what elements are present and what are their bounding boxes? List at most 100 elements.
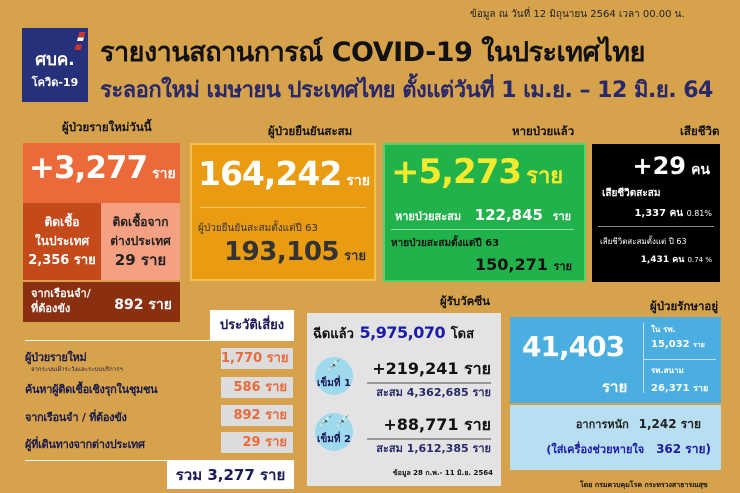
imported-label-2: ต่างประเทศ [110, 234, 171, 248]
dose2-cum: สะสม 1,612,385 ราย [376, 442, 491, 455]
recovered-value: +5,273 [391, 152, 522, 192]
imported-card: ติดเชื้อจาก ต่างประเทศ 29 ราย [101, 203, 180, 280]
severe-card: อาการหนัก 1,242 ราย (ใส่เครื่องช่วยหายใจ… [510, 405, 721, 470]
vaccine-injected-unit: โดส [450, 327, 475, 342]
field-hospital-unit: ราย [693, 384, 709, 394]
imported-unit: ราย [140, 251, 167, 269]
page-title: รายงานสถานการณ์ COVID-19 ในประเทศไทย [100, 37, 645, 68]
ventilator-label: (ใส่เครื่องช่วยหายใจ [546, 443, 645, 456]
prison-unit: ราย [148, 297, 172, 313]
imported-value: 29 [114, 251, 136, 269]
risk-row-label: ผู้ป่วยรายใหม่ [25, 351, 87, 364]
risk-row-value: 892 ราย [221, 405, 293, 426]
confirmed-card: 164,242 ราย ผู้ป่วยยืนยันสะสมตั้งแต่ปี 6… [190, 143, 376, 281]
new-cases-value: +3,277 [29, 150, 148, 186]
prison-label-2: ที่ต้องขัง [31, 302, 71, 315]
risk-total: รวม 3,277 ราย [167, 461, 294, 489]
risk-row: ผู้ที่เดินทางจากต่างประเทศ 29 ราย [25, 432, 293, 454]
page-subtitle: ระลอกใหม่ เมษายน ประเทศไทย ตั้งแต่วันที่… [100, 78, 713, 103]
field-hospital-label: รพ.สนาม [651, 366, 684, 375]
recovered-cum-unit: ราย [552, 210, 572, 223]
risk-row-value: 586 ราย [221, 377, 293, 398]
deaths-cum-pct: 0.81% [686, 209, 712, 218]
data-date: ข้อมูล ณ วันที่ 12 มิถุนายน 2564 เวลา 00… [470, 9, 685, 20]
domestic-unit: ราย [73, 253, 96, 268]
confirmed-since-label: ผู้ป่วยยืนยันสะสมตั้งแต่ปี 63 [198, 223, 318, 234]
dose2-new: +88,771 ราย [367, 413, 491, 440]
prison-value: 892 [114, 297, 144, 313]
logo: ศบค. โควิด-19 [22, 28, 88, 102]
recovered-cum-label: หายป่วยสะสม [395, 210, 462, 223]
vaccine-injected-value: 5,975,070 [359, 323, 446, 342]
deaths-card: +29 คน เสียชีวิตสะสม 1,337 คน 0.81% เสีย… [592, 144, 720, 282]
hospital-unit: ราย [693, 341, 705, 349]
divider [391, 229, 574, 230]
risk-row-value: 1,770 ราย [221, 348, 293, 369]
deaths-cum-value: 1,337 คน [634, 208, 684, 219]
imported-label: ติดเชื้อจาก [112, 215, 169, 229]
divider [644, 359, 716, 360]
recovered-since-value: 150,271 [475, 255, 548, 274]
confirmed-value: 164,242 [198, 154, 342, 193]
recovered-since-unit: ราย [553, 260, 572, 273]
risk-row-value: 29 ราย [221, 432, 293, 453]
risk-row: ค้นหาผู้ติดเชื้อเชิงรุกในชุมชน 586 ราย [25, 377, 293, 399]
deaths-heading: เสียชีวิต [680, 124, 720, 138]
vaccine-card: ฉีดแล้ว 5,975,070 โดส 💉 เข็มที่ 1 +219,24… [307, 313, 501, 486]
divider [598, 226, 714, 227]
syringes-icon: 💉💉 [317, 415, 351, 430]
recovered-card: +5,273 ราย หายป่วยสะสม 122,845 ราย หายป่… [383, 143, 586, 282]
domestic-value: 2,356 [28, 253, 70, 268]
logo-abbr: ศบค. [35, 50, 75, 70]
dose1-label: เข็มที่ 1 [317, 378, 351, 389]
logo-name: โควิด-19 [31, 76, 79, 89]
new-cases-card: +3,277 ราย [23, 143, 180, 203]
new-cases-heading: ผู้ป่วยรายใหม่วันนี้ [62, 120, 152, 134]
hospitalized-card: 41,403 ราย ใน รพ. 15,032 ราย รพ.สนาม 26,… [510, 317, 721, 403]
syringe-icon: 💉 [325, 359, 343, 374]
deaths-cum-label: เสียชีวิตสะสม [602, 188, 661, 199]
deaths-unit: คน [691, 162, 710, 178]
recovered-since-label: หายป่วยสะสมตั้งแต่ปี 63 [391, 238, 500, 249]
deaths-since-pct: 0.74 % [687, 256, 712, 264]
risk-row: จากเรือนจำ / ที่ต้องขัง 892 ราย [25, 405, 293, 427]
divider [643, 323, 644, 393]
ventilator-value: 362 ราย) [656, 442, 711, 456]
domestic-label-2: ในประเทศ [34, 234, 90, 248]
dose1-cum: สะสม 4,362,685 ราย [376, 386, 491, 399]
confirmed-unit: ราย [346, 173, 370, 189]
prison-label: จากเรือนจำ/ [31, 287, 91, 300]
dose1-new: +219,241 ราย [367, 357, 491, 384]
divider [200, 207, 366, 208]
vaccine-note: ข้อมูล 28 ก.พ.- 11 มิ.ย. 2564 [392, 469, 493, 477]
hospitalized-value: 41,403 [522, 330, 625, 363]
hospital-value: 15,032 [651, 339, 690, 350]
severe-value: 1,242 ราย [638, 417, 701, 431]
risk-row-label: ค้นหาผู้ติดเชื้อเชิงรุกในชุมชน [25, 383, 158, 396]
dose1-badge: 💉 เข็มที่ 1 [315, 357, 353, 395]
new-cases-unit: ราย [152, 166, 176, 182]
field-hospital-value: 26,371 [651, 383, 690, 394]
hospitalized-unit: ราย [602, 378, 628, 396]
risk-row-label: ผู้ที่เดินทางจากต่างประเทศ [25, 438, 145, 451]
deaths-value: +29 [632, 152, 686, 180]
confirmed-since-value: 193,105 [224, 237, 339, 267]
divider [25, 340, 294, 341]
risk-row-label: จากเรือนจำ / ที่ต้องขัง [25, 411, 127, 424]
risk-row-sublabel: จากระบบเฝ้าระวังและระบบบริการฯ [31, 366, 123, 373]
hospitalized-heading: ผู้ป่วยรักษาอยู่ [650, 299, 719, 313]
vaccine-heading: ผู้รับวัคซีน [440, 294, 491, 308]
hospital-label: ใน รพ. [651, 325, 676, 334]
recovered-heading: หายป่วยแล้ว [512, 124, 575, 138]
domestic-card: ติดเชื้อ ในประเทศ 2,356 ราย [23, 203, 101, 280]
risk-heading: ประวัติเสี่ยง [210, 310, 294, 340]
deaths-since-value: 1,431 คน [640, 255, 685, 265]
severe-label: อาการหนัก [575, 418, 629, 431]
recovered-cum-value: 122,845 [474, 206, 543, 224]
prison-card: จากเรือนจำ/ที่ต้องขัง 892 ราย [23, 282, 180, 322]
deaths-since-label: เสียชีวิตสะสมตั้งแต่ ปี 63 [600, 237, 687, 246]
risk-row: ผู้ป่วยรายใหม่จากระบบเฝ้าระวังและระบบบริ… [25, 348, 293, 373]
domestic-label: ติดเชื้อ [44, 215, 80, 229]
vaccine-injected-label: ฉีดแล้ว [313, 327, 354, 342]
confirmed-since-unit: ราย [344, 249, 366, 264]
